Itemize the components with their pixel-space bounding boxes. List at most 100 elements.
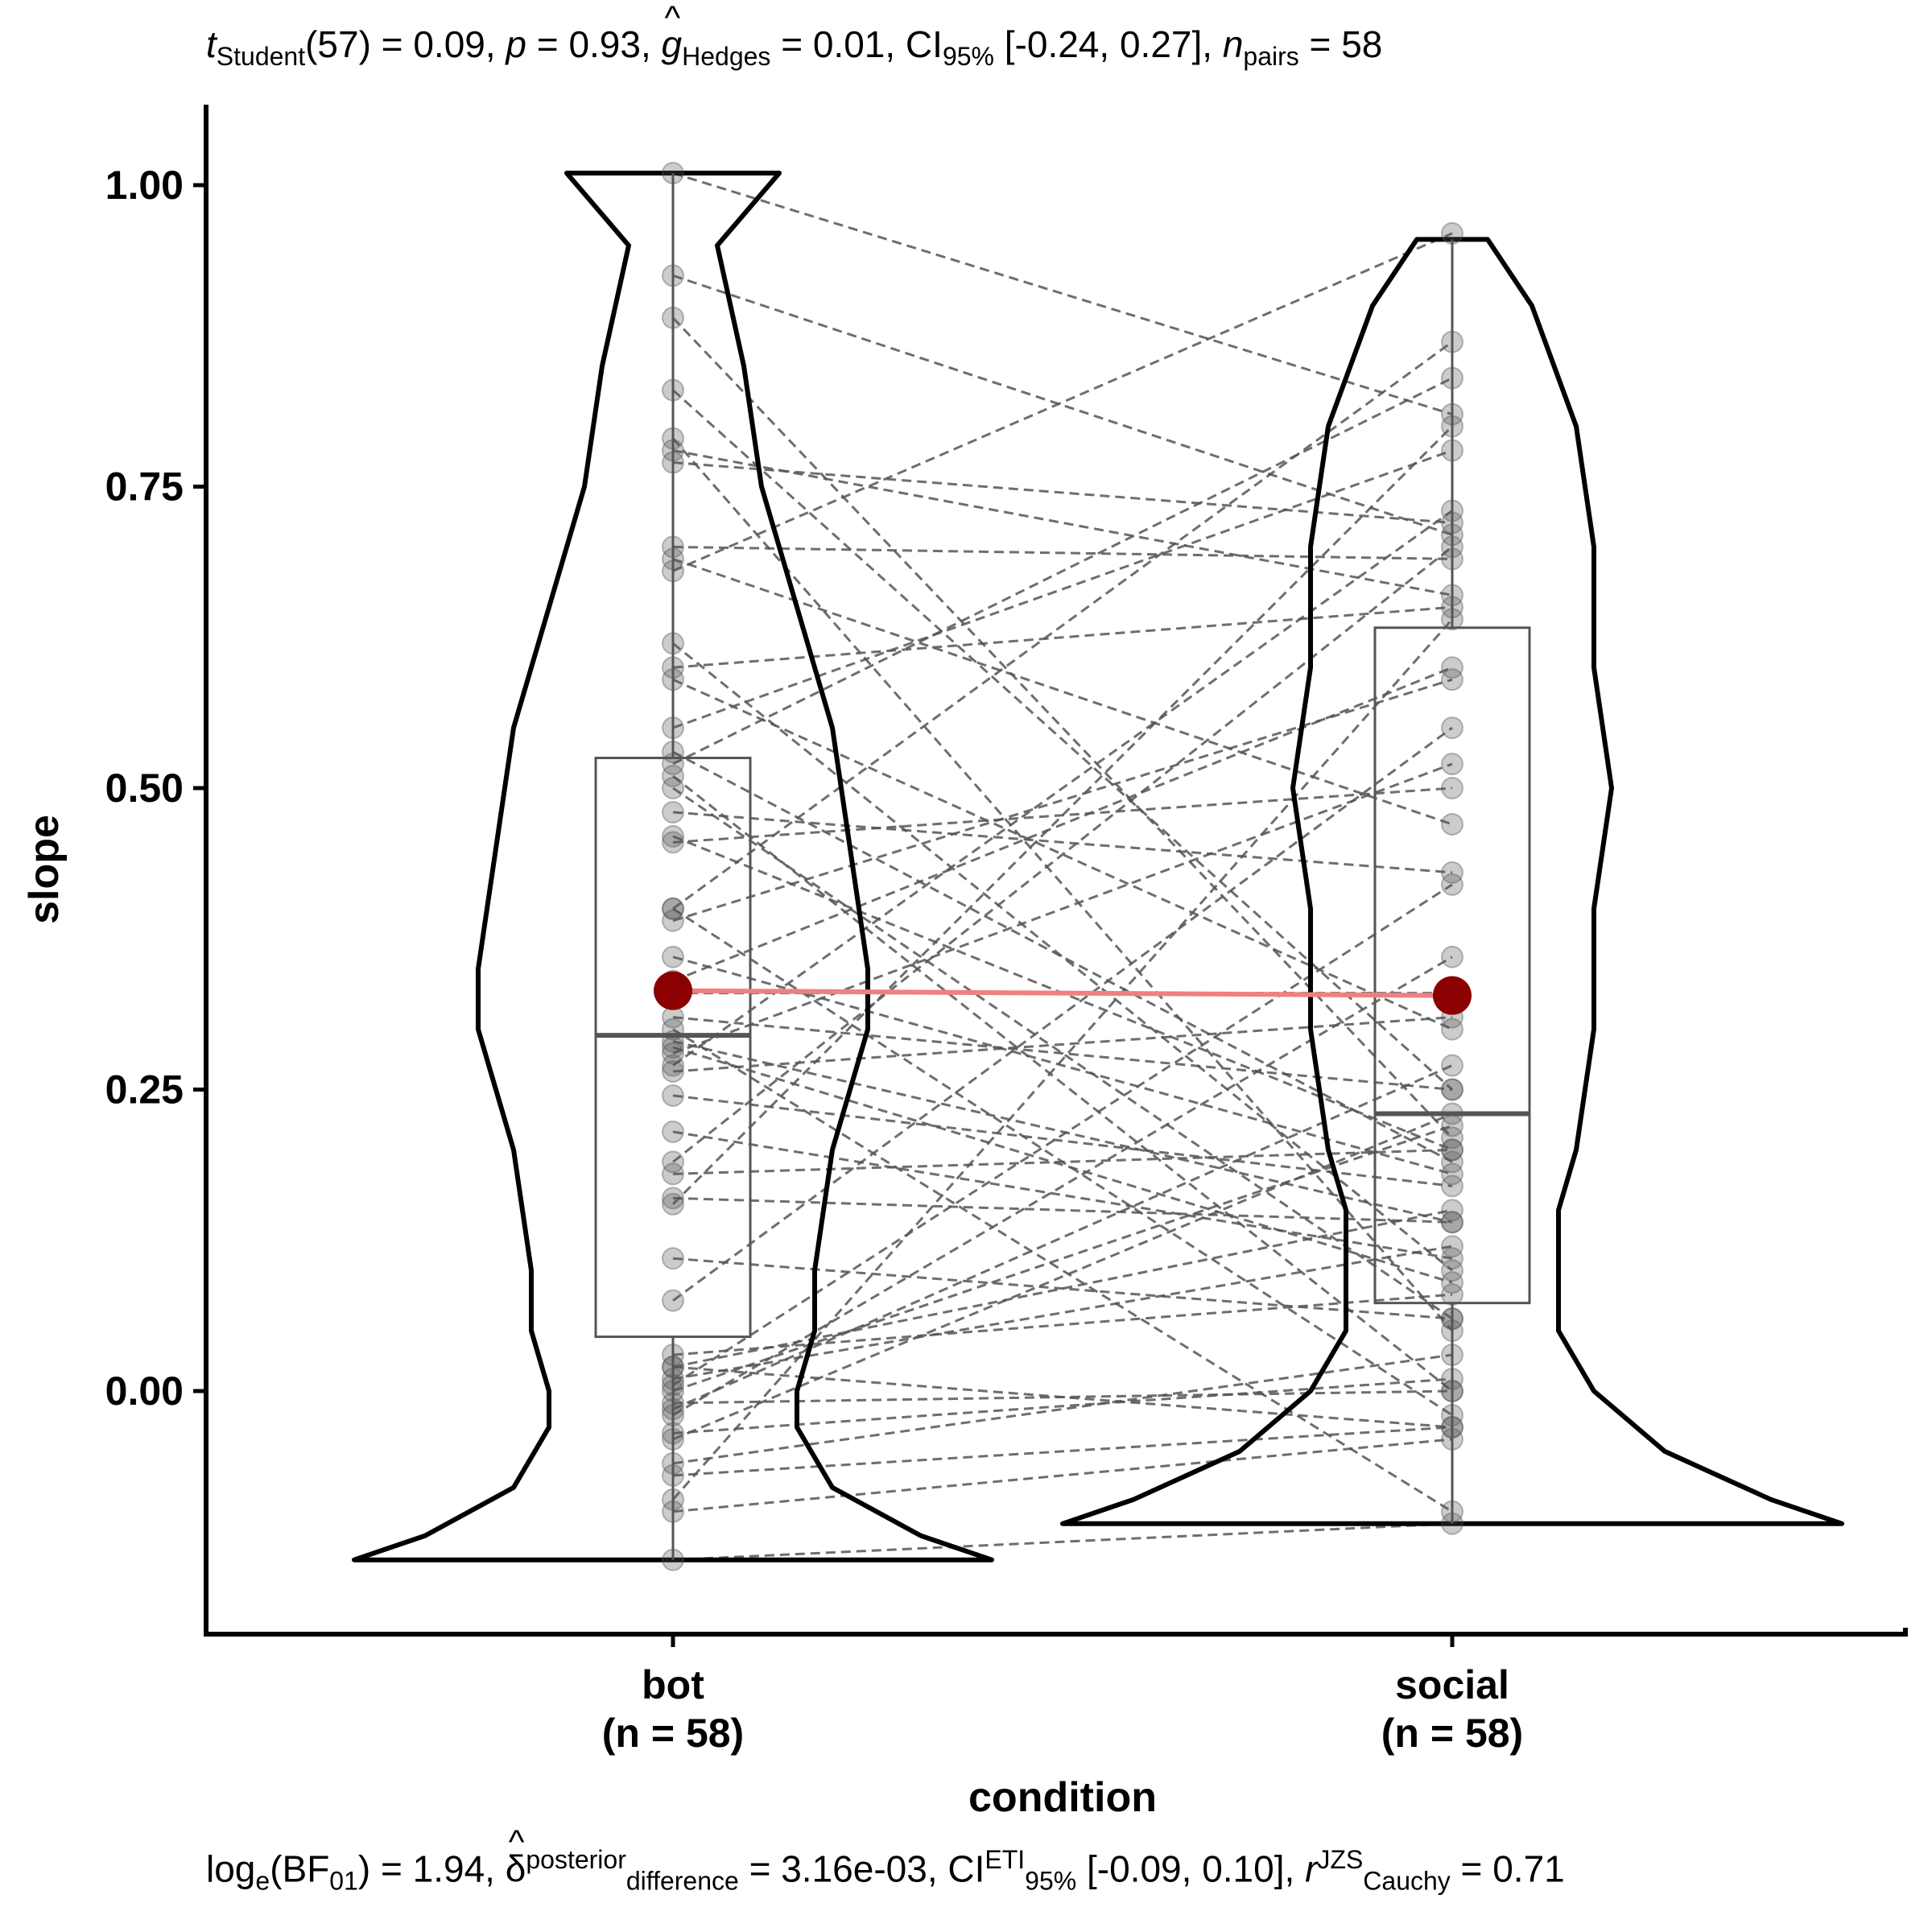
y-tick-label: 0.25 — [105, 1067, 184, 1113]
data-point-bot — [662, 741, 684, 764]
data-point-social — [1441, 1307, 1463, 1331]
data-point-bot — [662, 439, 684, 462]
data-point-social — [1441, 1344, 1463, 1367]
t-subscript: Student — [216, 42, 306, 72]
data-point-social — [1441, 1283, 1463, 1307]
data-point-bot — [662, 824, 684, 848]
data-point-bot — [662, 945, 684, 968]
pair-line — [672, 1040, 1453, 1224]
data-point-bot — [662, 1150, 684, 1174]
data-point-bot — [662, 1356, 684, 1379]
p-value: = 0.93, — [526, 23, 662, 65]
pair-line — [672, 449, 1453, 729]
data-point-bot — [662, 535, 684, 559]
pair-line — [672, 557, 1453, 826]
y-tick-label: 0.75 — [105, 464, 184, 510]
pair-line — [672, 811, 1453, 874]
data-point-bot — [662, 765, 684, 788]
data-point-social — [1441, 1235, 1463, 1258]
pair-line — [672, 1028, 1453, 1513]
data-point-bot — [662, 1451, 684, 1475]
data-point-bot — [662, 559, 684, 583]
n-subscript: pairs — [1243, 42, 1299, 72]
data-point-social — [1441, 777, 1463, 799]
data-point-bot — [662, 1192, 684, 1216]
mean-markers — [654, 971, 1472, 1015]
data-point-bot — [662, 1403, 684, 1426]
pair-line — [672, 461, 1453, 524]
data-point-bot — [662, 897, 684, 920]
r-subscript: Cauchy — [1363, 1866, 1451, 1896]
pair-line — [672, 1522, 1453, 1562]
data-point-bot — [662, 264, 684, 287]
data-point-bot — [662, 1120, 684, 1143]
data-point-social — [1441, 608, 1463, 631]
pair-line — [672, 377, 1453, 766]
pair-line — [672, 883, 1453, 1386]
pair-line — [672, 678, 1453, 1030]
data-point-bot — [662, 1247, 684, 1270]
pair-line — [672, 786, 1453, 1320]
data-point-bot — [662, 1488, 684, 1511]
pair-line — [672, 1016, 1453, 1091]
pair-line — [672, 1293, 1453, 1356]
data-point-social — [1441, 1380, 1463, 1402]
data-point-bot — [662, 800, 684, 824]
pair-line — [672, 1245, 1453, 1381]
data-point-bot — [662, 162, 684, 185]
data-point-social — [1441, 499, 1463, 522]
data-point-social — [1441, 1380, 1463, 1402]
data-point-social — [1441, 1403, 1463, 1426]
ci-value: [-0.09, 0.10], — [1076, 1847, 1306, 1890]
pair-line — [672, 642, 1453, 1272]
data-point-bot — [662, 1344, 684, 1367]
log-subscript: e — [255, 1866, 270, 1896]
pair-line — [671, 618, 1454, 1501]
pair-line — [672, 1016, 1453, 1073]
data-point-social — [1441, 812, 1463, 836]
bf-label: (BF — [270, 1847, 330, 1890]
data-point-social — [1441, 1102, 1463, 1125]
data-point-social — [1441, 523, 1463, 547]
data-point-social — [1441, 330, 1463, 353]
pair-line — [672, 750, 1453, 1163]
data-point-social — [1441, 1368, 1463, 1391]
data-point-bot — [662, 1391, 684, 1414]
pair-line — [672, 1094, 1453, 1187]
data-point-social — [1441, 1138, 1463, 1162]
violin-bot — [352, 171, 994, 1563]
x-tick-count-social: (n = 58) — [1381, 1711, 1523, 1756]
pair-line — [672, 546, 1453, 1163]
pair-line — [672, 774, 1453, 1393]
delta-symbol: δ — [506, 1823, 526, 1890]
data-point-social — [1441, 1199, 1463, 1222]
data-point-bot — [662, 378, 684, 402]
r-value: = 0.71 — [1450, 1847, 1565, 1890]
g-subscript: Hedges — [682, 42, 771, 72]
g-value: = 0.01, CI — [770, 23, 943, 65]
data-point-social — [1441, 1415, 1463, 1439]
data-point-social — [1441, 584, 1463, 607]
data-point-bot — [662, 1060, 684, 1084]
t-df: (57) — [305, 23, 371, 65]
data-point-bot — [662, 716, 684, 740]
pair-line — [672, 449, 1453, 597]
test-statistics-top: tStudent(57) = 0.09, p = 0.93, gHedges =… — [206, 0, 1383, 72]
data-point-social — [1441, 535, 1463, 559]
paired-lines — [671, 171, 1454, 1562]
x-tick-count-bot: (n = 58) — [602, 1711, 744, 1756]
data-point-social — [1441, 1114, 1463, 1137]
mean-point-bot — [654, 971, 692, 1010]
pair-line — [672, 956, 1453, 1175]
pair-line — [672, 1046, 1453, 1284]
data-point-social — [1441, 1138, 1463, 1162]
data-point-bot — [662, 1422, 684, 1445]
data-point-bot — [662, 1042, 684, 1065]
data-point-social — [1441, 1078, 1463, 1101]
data-point-social — [1441, 668, 1463, 691]
pair-line — [672, 1064, 1453, 1410]
n-value: = 58 — [1298, 23, 1383, 65]
data-point-bot — [662, 1356, 684, 1379]
data-point-bot — [662, 1162, 684, 1186]
